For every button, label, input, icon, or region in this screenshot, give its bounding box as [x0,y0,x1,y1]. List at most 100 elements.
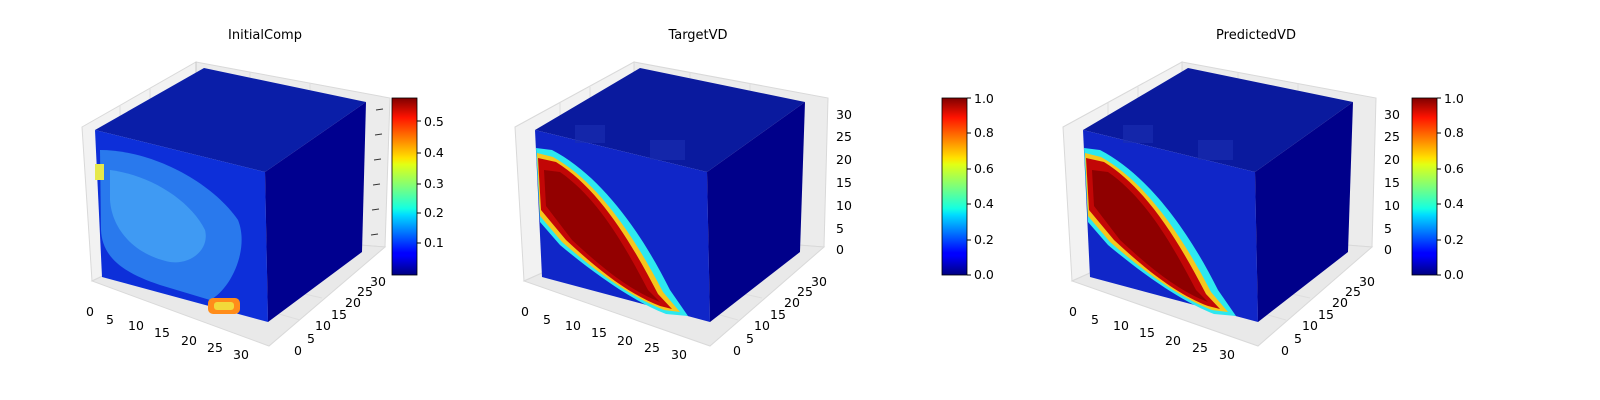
x-axis-ticks: 0 5 10 15 20 25 30 [86,304,249,362]
z-tick: 10 [836,198,852,213]
x-tick: 30 [671,347,687,362]
colorbar-tick: 0.1 [424,235,444,250]
x-tick: 25 [644,340,660,355]
y-tick: 25 [357,284,373,299]
y-tick: 20 [345,295,361,310]
edge-hotspot [95,164,104,180]
colorbar-tick: 1.0 [974,91,994,106]
colorbar-tick: 1.0 [1444,91,1464,106]
y-tick: 30 [370,274,386,289]
x-tick: 30 [1219,347,1235,362]
x-tick: 25 [1192,340,1208,355]
cube-side-face [1255,102,1353,322]
z-tick: 15 [836,175,852,190]
x-axis-ticks: 0 5 10 15 20 25 30 [1069,304,1235,362]
colorbar-tick: 0.2 [974,232,994,247]
x-tick: 30 [233,347,249,362]
panel-title: PredictedVD [1216,28,1296,43]
colorbar-tick: 0.4 [974,196,994,211]
x-tick: 5 [543,312,551,327]
x-tick: 5 [1091,312,1099,327]
colorbar-tick: 0.5 [424,114,444,129]
y-tick: 5 [1294,331,1302,346]
colorbar-tick: 0.0 [1444,267,1464,282]
y-tick: 5 [307,331,315,346]
y-tick: 10 [315,318,331,333]
x-tick: 15 [591,325,607,340]
x-tick: 0 [521,304,529,319]
z-axis-ticks: 0 5 10 15 20 25 30 [1384,107,1400,257]
panel-predictedvd: PredictedVD 0 5 [1062,28,1464,362]
z-tick: 30 [836,107,852,122]
cube-top-face [95,68,366,172]
z-tick: 0 [1384,242,1392,257]
x-tick: 20 [181,333,197,348]
x-tick: 20 [617,333,633,348]
colorbar-tick: 0.8 [974,125,994,140]
y-tick: 10 [1302,318,1318,333]
panel-targetvd: TargetVD 0 5 [514,28,994,362]
x-axis-ticks: 0 5 10 15 20 25 30 [521,304,687,362]
x-tick: 15 [1139,325,1155,340]
z-tick: 10 [1384,198,1400,213]
z-tick: 0 [836,242,844,257]
panel-initialcomp: InitialComp [81,28,444,362]
y-tick: 30 [811,274,827,289]
x-tick: 15 [154,325,170,340]
y-tick: 0 [294,343,302,358]
z-axis-ticks: 0 5 10 15 20 25 30 [836,107,852,257]
z-axis-ticks [370,108,384,236]
x-tick: 0 [1069,304,1077,319]
colorbar-tick: 0.3 [424,176,444,191]
y-tick: 0 [1281,343,1289,358]
colorbar: 0.0 0.2 0.4 0.6 0.8 1.0 [941,91,994,282]
y-tick: 15 [331,307,347,322]
colorbar-tick: 0.4 [424,145,444,160]
cube-top-face [1083,68,1353,172]
x-tick: 10 [1113,318,1129,333]
y-tick: 15 [1318,307,1334,322]
y-tick: 20 [784,295,800,310]
x-tick: 0 [86,304,94,319]
cube-top-face [535,68,805,172]
colorbar-tick: 0.0 [974,267,994,282]
z-tick: 5 [1384,221,1392,236]
colorbar: 0.1 0.2 0.3 0.4 0.5 [391,97,444,276]
y-axis-ticks: 0 5 10 15 20 25 30 [733,274,827,358]
colorbar-tick: 0.6 [974,161,994,176]
colorbar-tick: 0.8 [1444,125,1464,140]
z-tick: 25 [836,129,852,144]
y-tick: 25 [797,284,813,299]
colorbar-tick: 0.2 [424,205,444,220]
panel-title: TargetVD [667,28,727,43]
z-tick: 20 [836,152,852,167]
y-tick: 25 [1345,284,1361,299]
x-tick: 5 [106,312,114,327]
y-axis-ticks: 0 5 10 15 20 25 30 [294,274,386,358]
z-tick: 20 [1384,152,1400,167]
z-tick: 5 [836,221,844,236]
y-tick: 30 [1359,274,1375,289]
cube-side-face [265,102,366,322]
y-tick: 0 [733,343,741,358]
colorbar-tick: 0.2 [1444,232,1464,247]
colorbar-tick: 0.6 [1444,161,1464,176]
x-tick: 25 [207,340,223,355]
colorbar: 0.0 0.2 0.4 0.6 0.8 1.0 [1411,91,1464,282]
voxel-cube [535,68,805,322]
colorbar-tick: 0.4 [1444,196,1464,211]
y-tick: 15 [770,307,786,322]
panel-title: InitialComp [228,28,302,43]
y-tick: 20 [1332,295,1348,310]
x-tick: 10 [565,318,581,333]
x-tick: 20 [1165,333,1181,348]
voxel-cube [95,68,366,322]
z-tick: 30 [1384,107,1400,122]
voxel-cube [1083,68,1353,322]
cube-side-face [707,102,805,322]
y-axis-ticks: 0 5 10 15 20 25 30 [1281,274,1375,358]
z-tick: 25 [1384,129,1400,144]
z-tick: 15 [1384,175,1400,190]
x-tick: 10 [128,318,144,333]
